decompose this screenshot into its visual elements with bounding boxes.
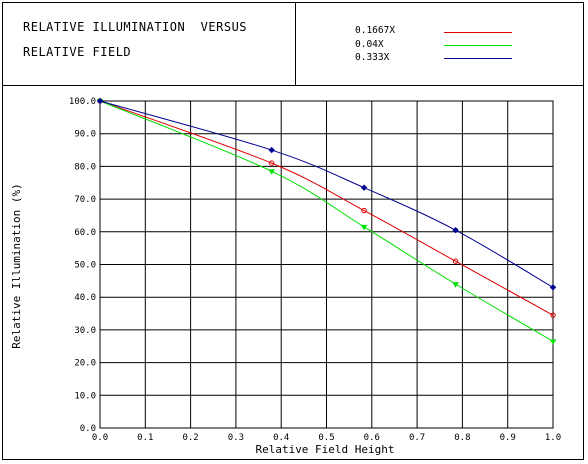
series-1-marker <box>268 160 275 166</box>
y-tick-label: 100.0 <box>69 97 96 107</box>
series-1-marker <box>361 207 367 214</box>
x-tick-label: 1.0 <box>545 433 561 443</box>
legend-label-3: 0.333X <box>355 52 390 63</box>
x-tick-label: 0.1 <box>137 433 153 443</box>
header-vertical-divider <box>295 3 296 85</box>
x-tick-label: 0.2 <box>182 433 198 443</box>
chart-title-line-2: RELATIVE FIELD <box>23 45 132 59</box>
y-tick-label: 70.0 <box>74 195 96 205</box>
series-1-marker <box>452 258 459 264</box>
x-axis-title: Relative Field Height <box>255 443 394 456</box>
y-tick-label: 80.0 <box>74 162 96 172</box>
series-3-marker <box>268 146 275 154</box>
x-tick-label: 0.9 <box>500 433 516 443</box>
series-3-marker <box>96 97 104 105</box>
y-tick-label: 0.0 <box>80 424 96 434</box>
legend-swatch-1 <box>444 32 512 33</box>
header-divider <box>3 85 583 86</box>
y-axis-title: Relative Illumination (%) <box>10 183 23 349</box>
legend-label-1: 0.1667X <box>355 25 396 36</box>
y-tick-label: 50.0 <box>74 261 96 271</box>
series-3-marker <box>549 284 557 291</box>
y-tick-label: 90.0 <box>74 130 96 140</box>
series-line-3 <box>99 100 554 288</box>
series-2-marker <box>360 224 368 231</box>
series-2-marker <box>549 339 557 345</box>
series-2-marker <box>268 169 276 175</box>
x-tick-label: 0.7 <box>409 433 425 443</box>
x-tick-label: 0.6 <box>364 433 380 443</box>
legend-label-2: 0.04X <box>355 39 384 50</box>
y-tick-label: 20.0 <box>74 359 96 369</box>
x-tick-label: 0.4 <box>273 433 289 443</box>
legend-swatch-3 <box>444 58 512 59</box>
legend-swatch-2 <box>444 45 512 46</box>
x-tick-label: 0.8 <box>454 433 470 443</box>
x-tick-label: 0.0 <box>92 433 108 443</box>
series-line-2 <box>99 100 554 342</box>
chart-title-line-1: RELATIVE ILLUMINATION VERSUS <box>23 20 248 34</box>
y-tick-label: 30.0 <box>74 326 96 336</box>
series-3-marker <box>360 184 368 191</box>
series-1-marker <box>550 312 556 318</box>
y-tick-label: 60.0 <box>74 228 96 238</box>
series-2-marker <box>452 282 460 288</box>
chart-frame: RELATIVE ILLUMINATION VERSUS RELATIVE FI… <box>2 2 584 460</box>
series-line-1 <box>99 100 554 316</box>
y-tick-label: 10.0 <box>74 391 96 401</box>
x-tick-label: 0.5 <box>318 433 334 443</box>
x-tick-label: 0.3 <box>228 433 244 443</box>
series-3-marker <box>452 226 459 234</box>
y-tick-label: 40.0 <box>74 293 96 303</box>
